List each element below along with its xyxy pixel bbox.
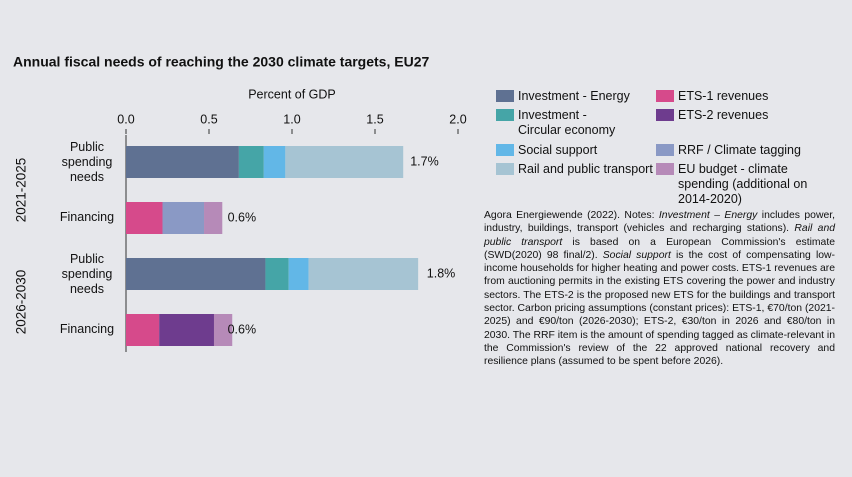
bar-segment	[126, 258, 266, 290]
bar-segment	[126, 202, 163, 234]
legend-label: Rail and public transport	[518, 162, 653, 176]
category-label: Public spending needs	[61, 252, 113, 296]
bar-segment	[126, 146, 239, 178]
legend-swatch	[496, 109, 514, 121]
legend-item: Rail and public transport	[496, 162, 656, 177]
note-text: Investment – Energy	[658, 210, 758, 221]
group-label: 2021-2025	[14, 158, 29, 223]
legend-item: Investment - Circular economy	[496, 108, 646, 138]
group-label: 2026-2030	[14, 270, 29, 335]
x-tick-label: 0.5	[200, 112, 217, 126]
category-label: Public spending needs	[61, 140, 113, 184]
x-tick-label: 2.0	[449, 112, 466, 126]
total-label: 1.8%	[427, 266, 456, 280]
bar-segment	[308, 258, 419, 290]
category-label: Financing	[59, 322, 115, 336]
legend-item: Investment - Energy	[496, 89, 646, 104]
legend-item: ETS-2 revenues	[656, 108, 836, 123]
legend-swatch	[656, 163, 674, 175]
note-text: is the cost of compensating low-income h…	[484, 249, 835, 368]
legend-label: Investment - Energy	[518, 89, 630, 103]
legend-swatch	[656, 90, 674, 102]
bar-segment	[265, 258, 289, 290]
bar-segment	[285, 146, 404, 178]
legend-label: ETS-1 revenues	[678, 89, 769, 103]
legend-item: ETS-1 revenues	[656, 89, 836, 104]
bar-segment	[162, 202, 205, 234]
note-text: is based on a European Commission's esti…	[484, 236, 835, 261]
legend-item: RRF / Climate tagging	[656, 143, 836, 158]
bar-segment	[126, 314, 160, 346]
bar-segment	[263, 146, 286, 178]
category-label: Financing	[59, 210, 115, 224]
x-axis-title: Percent of GDP	[248, 87, 336, 101]
legend-swatch	[496, 90, 514, 102]
legend-label: ETS-2 revenues	[678, 108, 769, 122]
legend-swatch	[656, 109, 674, 121]
x-tick-label: 1.0	[283, 112, 300, 126]
bar-segment	[288, 258, 309, 290]
total-label: 0.6%	[228, 322, 257, 336]
legend-item: EU budget - climate spending (additional…	[656, 162, 831, 207]
note-text: Rail and public transport	[484, 223, 836, 248]
note-text: includes power, industry, buildings, tra…	[484, 210, 835, 235]
total-label: 1.7%	[410, 154, 439, 168]
note-text: Social support	[602, 249, 671, 261]
chart-title: Annual fiscal needs of reaching the 2030…	[13, 54, 429, 70]
total-label: 0.6%	[228, 210, 257, 224]
bar-segment	[204, 202, 223, 234]
legend-swatch	[496, 144, 514, 156]
legend-label: Investment - Circular economy	[518, 108, 616, 137]
x-tick-label: 1.5	[366, 112, 383, 126]
legend-label: Social support	[518, 143, 598, 157]
note-text: Agora Energiewende (2022). Notes:	[484, 210, 659, 221]
legend-label: RRF / Climate tagging	[678, 143, 801, 157]
bar-segment	[159, 314, 214, 346]
legend-item: Social support	[496, 143, 646, 158]
legend-swatch	[496, 163, 514, 175]
note: Agora Energiewende (2022). Notes: Invest…	[484, 209, 835, 369]
bar-segment	[238, 146, 264, 178]
x-tick-label: 0.0	[117, 112, 134, 126]
bar-segment	[213, 314, 233, 346]
legend-label: EU budget - climate spending (additional…	[678, 162, 808, 206]
legend-swatch	[656, 144, 674, 156]
